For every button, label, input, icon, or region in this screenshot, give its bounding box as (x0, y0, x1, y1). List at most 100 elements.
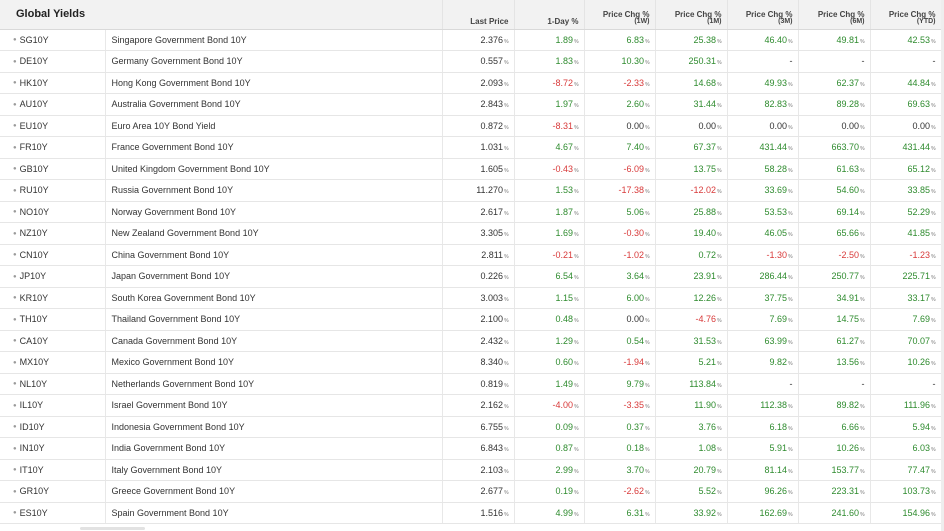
table-row[interactable]: ● SG10Y Singapore Government Bond 10Y 2.376… (0, 29, 942, 51)
horizontal-scrollbar-bottom[interactable] (80, 527, 145, 530)
symbol-cell[interactable]: ● EU10Y (0, 115, 106, 137)
percent-suffix: % (645, 81, 650, 88)
name-cell[interactable]: South Korea Government Bond 10Y (105, 287, 443, 309)
name-cell[interactable]: Japan Government Bond 10Y (105, 265, 443, 288)
last-price-cell: 11.270% (442, 179, 515, 202)
symbol-cell[interactable]: ● SG10Y (0, 29, 106, 51)
name-cell[interactable]: Mexico Government Bond 10Y (105, 351, 443, 374)
name-cell[interactable]: France Government Bond 10Y (105, 136, 443, 159)
name-cell[interactable]: Spain Government Bond 10Y (105, 502, 443, 524)
last-price-cell: 2.376% (442, 29, 515, 51)
name-cell[interactable]: Greece Government Bond 10Y (105, 480, 443, 503)
cell-value: -12.02 (690, 185, 717, 196)
percent-suffix: % (717, 318, 722, 325)
symbol-cell[interactable]: ● CA10Y (0, 330, 106, 352)
name-cell[interactable]: Canada Government Bond 10Y (105, 330, 443, 352)
name-cell[interactable]: Germany Government Bond 10Y (105, 50, 443, 73)
name-cell[interactable]: New Zealand Government Bond 10Y (105, 222, 443, 245)
symbol-cell[interactable]: ● NZ10Y (0, 222, 106, 245)
symbol-cell[interactable]: ● FR10Y (0, 136, 106, 159)
percent-suffix: % (504, 468, 509, 475)
symbol-cell[interactable]: ● NO10Y (0, 201, 106, 223)
change-cell: -0.30% (584, 222, 656, 245)
table-row[interactable]: ● HK10Y Hong Kong Government Bond 10Y 2.093… (0, 72, 942, 94)
symbol-cell[interactable]: ● JP10Y (0, 265, 106, 288)
symbol-cell[interactable]: ● TH10Y (0, 308, 106, 331)
column-header-sub: (1W) (634, 17, 650, 25)
symbol-cell[interactable]: ● NL10Y (0, 373, 106, 395)
cell-value: 0.872 (480, 120, 504, 131)
percent-suffix: % (860, 275, 865, 282)
name-cell[interactable]: Hong Kong Government Bond 10Y (105, 72, 443, 94)
column-header[interactable]: Price Chg % (6M) (798, 0, 871, 30)
name-cell[interactable]: Netherlands Government Bond 10Y (105, 373, 443, 395)
table-row[interactable]: ● ID10Y Indonesia Government Bond 10Y 6.755… (0, 416, 942, 438)
name-cell[interactable]: Singapore Government Bond 10Y (105, 29, 443, 51)
table-row[interactable]: ● NL10Y Netherlands Government Bond 10Y 0.8… (0, 373, 942, 395)
percent-suffix: % (504, 361, 509, 368)
column-header[interactable]: Price Chg % (YTD) (870, 0, 942, 30)
symbol-cell[interactable]: ● ID10Y (0, 416, 106, 438)
table-row[interactable]: ● MX10Y Mexico Government Bond 10Y 8.340% 0.… (0, 351, 942, 374)
name-cell[interactable]: Italy Government Bond 10Y (105, 459, 443, 481)
table-row[interactable]: ● IN10Y India Government Bond 10Y 6.843% 0.8… (0, 437, 942, 460)
table-row[interactable]: ● CN10Y China Government Bond 10Y 2.811% -0.… (0, 244, 942, 266)
cell-value: 663.70 (831, 142, 860, 153)
table-row[interactable]: ● FR10Y France Government Bond 10Y 1.031% 4.… (0, 136, 942, 159)
change-cell: -12.02% (655, 179, 728, 202)
symbol-cell[interactable]: ● AU10Y (0, 93, 106, 116)
name-cell[interactable]: United Kingdom Government Bond 10Y (105, 158, 443, 180)
table-row[interactable]: ● TH10Y Thailand Government Bond 10Y 2.100%… (0, 308, 942, 331)
symbol-cell[interactable]: ● IT10Y (0, 459, 106, 481)
percent-suffix: % (717, 103, 722, 110)
table-row[interactable]: ● CA10Y Canada Government Bond 10Y 2.432% 1.… (0, 330, 942, 352)
name-cell[interactable]: Australia Government Bond 10Y (105, 93, 443, 116)
table-row[interactable]: ● IT10Y Italy Government Bond 10Y 2.103% 2.9… (0, 459, 942, 481)
table-row[interactable]: ● EU10Y Euro Area 10Y Bond Yield 0.872% -8.3… (0, 115, 942, 137)
symbol-cell[interactable]: ● DE10Y (0, 50, 106, 73)
percent-suffix: % (931, 361, 936, 368)
symbol-cell[interactable]: ● KR10Y (0, 287, 106, 309)
change-cell: 223.31% (798, 480, 871, 503)
name-cell[interactable]: Russia Government Bond 10Y (105, 179, 443, 202)
symbol-cell[interactable]: ● RU10Y (0, 179, 106, 202)
table-row[interactable]: ● DE10Y Germany Government Bond 10Y 0.557% 1… (0, 50, 942, 73)
table-row[interactable]: ● KR10Y South Korea Government Bond 10Y 3.0… (0, 287, 942, 309)
table-row[interactable]: ● NZ10Y New Zealand Government Bond 10Y 3.3… (0, 222, 942, 245)
column-header[interactable]: 1-Day % (514, 0, 585, 30)
table-row[interactable]: ● JP10Y Japan Government Bond 10Y 0.226% 6.5… (0, 265, 942, 288)
table-row[interactable]: ● ES10Y Spain Government Bond 10Y 1.516% 4.9… (0, 502, 942, 524)
table-row[interactable]: ● GR10Y Greece Government Bond 10Y 2.677% 0.… (0, 480, 942, 503)
percent-suffix: % (574, 146, 579, 153)
column-header[interactable]: Last Price (442, 0, 515, 30)
table-row[interactable]: ● GB10Y United Kingdom Government Bond 10Y… (0, 158, 942, 180)
name-cell[interactable]: Norway Government Bond 10Y (105, 201, 443, 223)
symbol-cell[interactable]: ● GB10Y (0, 158, 106, 180)
symbol-cell[interactable]: ● HK10Y (0, 72, 106, 94)
table-row[interactable]: ● NO10Y Norway Government Bond 10Y 2.617% 1.… (0, 201, 942, 223)
change-cell: 1.08% (655, 437, 728, 460)
symbol-cell[interactable]: ● MX10Y (0, 351, 106, 374)
vertical-scrollbar[interactable] (941, 0, 944, 531)
percent-suffix: % (717, 361, 722, 368)
name-cell[interactable]: Thailand Government Bond 10Y (105, 308, 443, 331)
cell-value: 0.226 (480, 271, 504, 282)
symbol-cell[interactable]: ● IL10Y (0, 394, 106, 417)
symbol-cell[interactable]: ● ES10Y (0, 502, 106, 524)
symbol-cell[interactable]: ● GR10Y (0, 480, 106, 503)
percent-suffix: % (504, 339, 509, 346)
name-cell[interactable]: Israel Government Bond 10Y (105, 394, 443, 417)
table-row[interactable]: ● AU10Y Australia Government Bond 10Y 2.843… (0, 93, 942, 116)
table-row[interactable]: ● RU10Y Russia Government Bond 10Y 11.270% 1… (0, 179, 942, 202)
column-header[interactable]: Price Chg % (1W) (584, 0, 656, 30)
name-cell[interactable]: Indonesia Government Bond 10Y (105, 416, 443, 438)
column-header[interactable]: Price Chg % (1M) (655, 0, 728, 30)
symbol-cell[interactable]: ● CN10Y (0, 244, 106, 266)
name-cell[interactable]: India Government Bond 10Y (105, 437, 443, 460)
column-header[interactable]: Price Chg % (3M) (727, 0, 799, 30)
symbol-cell[interactable]: ● IN10Y (0, 437, 106, 460)
table-row[interactable]: ● IL10Y Israel Government Bond 10Y 2.162% -4… (0, 394, 942, 417)
name-cell[interactable]: China Government Bond 10Y (105, 244, 443, 266)
cell-value: 49.81 (836, 34, 860, 45)
name-cell[interactable]: Euro Area 10Y Bond Yield (105, 115, 443, 137)
